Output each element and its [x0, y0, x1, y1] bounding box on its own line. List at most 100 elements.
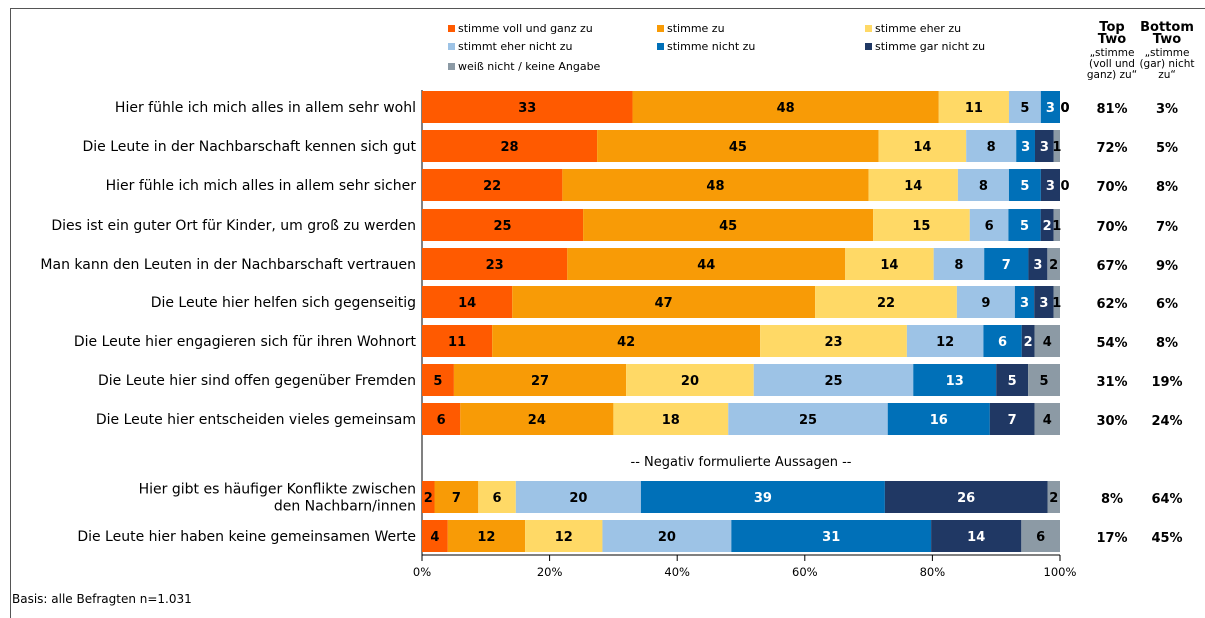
bar-segment	[597, 130, 879, 162]
data-label: 33	[518, 101, 536, 116]
data-label: 0	[1060, 101, 1069, 116]
data-label: 12	[936, 335, 954, 350]
row-label: Die Leute hier haben keine gemeinsamen W…	[77, 529, 416, 545]
bar-segment	[1014, 286, 1035, 318]
data-label: 14	[904, 179, 922, 194]
bar-segment	[422, 403, 461, 435]
top-two-value: 70%	[1096, 220, 1127, 235]
data-label: 14	[913, 140, 931, 155]
bar-segment	[760, 325, 907, 357]
bar-segment	[1040, 91, 1060, 123]
bar-segment	[753, 364, 914, 396]
data-label: 12	[555, 530, 573, 545]
bar-segment	[422, 325, 493, 357]
top-two-header: Two	[1098, 32, 1126, 47]
footnote: Basis: alle Befragten n=1.031	[12, 592, 192, 606]
bottom-two-value: 3%	[1156, 102, 1178, 117]
bar-segment	[887, 403, 990, 435]
top-two-value: 54%	[1096, 336, 1127, 351]
legend-swatch	[448, 63, 455, 70]
data-label: 15	[912, 219, 930, 234]
bar-segment	[1040, 209, 1054, 241]
data-label: 7	[1002, 258, 1011, 273]
bar-segment	[422, 520, 448, 552]
data-label: 20	[681, 374, 699, 389]
data-label: 7	[1008, 413, 1017, 428]
top-two-subheader: ganz) zu“	[1087, 69, 1137, 81]
bar-segment	[602, 520, 732, 552]
data-label: 6	[493, 491, 502, 506]
bar-segment	[422, 130, 598, 162]
top-two-value: 8%	[1101, 492, 1123, 507]
bottom-two-header: Two	[1153, 32, 1181, 47]
bar-segment	[815, 286, 957, 318]
data-label: 20	[569, 491, 587, 506]
bar-segment	[583, 209, 874, 241]
x-tick-label: 40%	[664, 565, 690, 579]
data-label: 22	[483, 179, 501, 194]
row-label: den Nachbarn/innen	[274, 499, 416, 515]
bar-segment	[613, 403, 729, 435]
x-tick-label: 80%	[920, 565, 946, 579]
data-label: 5	[433, 374, 442, 389]
data-label: 25	[494, 219, 512, 234]
legend-swatch	[448, 25, 455, 32]
data-label: 31	[822, 530, 840, 545]
x-tick-label: 60%	[792, 565, 818, 579]
bar-segment	[731, 520, 932, 552]
data-label: 5	[1020, 101, 1029, 116]
bar-segment	[1034, 130, 1054, 162]
data-label: 0	[1060, 101, 1069, 116]
row-label: Hier fühle ich mich alles in allem sehr …	[115, 100, 416, 116]
x-tick-label: 100%	[1044, 565, 1077, 579]
chart-frame	[10, 8, 1205, 618]
bottom-two-subheader: zu“	[1158, 69, 1176, 81]
data-label: 2	[424, 491, 433, 506]
legend-label: weiß nicht / keine Angabe	[458, 60, 601, 73]
bar-segment	[1053, 130, 1060, 162]
data-label: 3	[1033, 258, 1042, 273]
data-label: 3	[1039, 296, 1048, 311]
bar-segment	[728, 403, 888, 435]
top-two-value: 67%	[1096, 259, 1127, 274]
data-label: 1	[1052, 140, 1061, 155]
bar-segment	[1034, 403, 1060, 435]
bar-segment	[1008, 209, 1041, 241]
top-two-subheader: (voll und	[1089, 58, 1135, 70]
data-label: 5	[1020, 179, 1029, 194]
bar-segment	[868, 169, 958, 201]
bar-segment	[422, 248, 568, 280]
legend-label: stimme gar nicht zu	[875, 40, 985, 53]
legend-label: stimmt eher nicht zu	[458, 40, 572, 53]
data-label: 3	[1046, 179, 1055, 194]
bar-segment	[1021, 520, 1060, 552]
data-label: 3	[1021, 140, 1030, 155]
data-label: 13	[946, 374, 964, 389]
bar-segment	[913, 364, 997, 396]
data-label: 25	[799, 413, 817, 428]
data-label: 48	[777, 101, 795, 116]
data-label: 6	[1036, 530, 1045, 545]
bar-segment	[1028, 364, 1060, 396]
data-label: 18	[662, 413, 680, 428]
legend-label: stimme zu	[667, 22, 725, 35]
bar-segment	[1053, 286, 1060, 318]
top-two-value: 30%	[1096, 414, 1127, 429]
data-label: 9	[981, 296, 990, 311]
bar-segment	[1047, 481, 1060, 513]
row-label: Hier gibt es häufiger Konflikte zwischen	[139, 482, 416, 498]
bar-segment	[884, 481, 1048, 513]
bar-segment	[1008, 91, 1041, 123]
bottom-two-value: 24%	[1151, 414, 1182, 429]
bar-segment	[422, 91, 633, 123]
bottom-two-value: 19%	[1151, 375, 1182, 390]
data-label: 22	[877, 296, 895, 311]
data-label: 8	[987, 140, 996, 155]
bottom-two-value: 7%	[1156, 220, 1178, 235]
bar-segment	[931, 520, 1022, 552]
data-label: 20	[658, 530, 676, 545]
bar-segment	[1047, 248, 1060, 280]
data-label: 23	[824, 335, 842, 350]
bar-segment	[478, 481, 516, 513]
